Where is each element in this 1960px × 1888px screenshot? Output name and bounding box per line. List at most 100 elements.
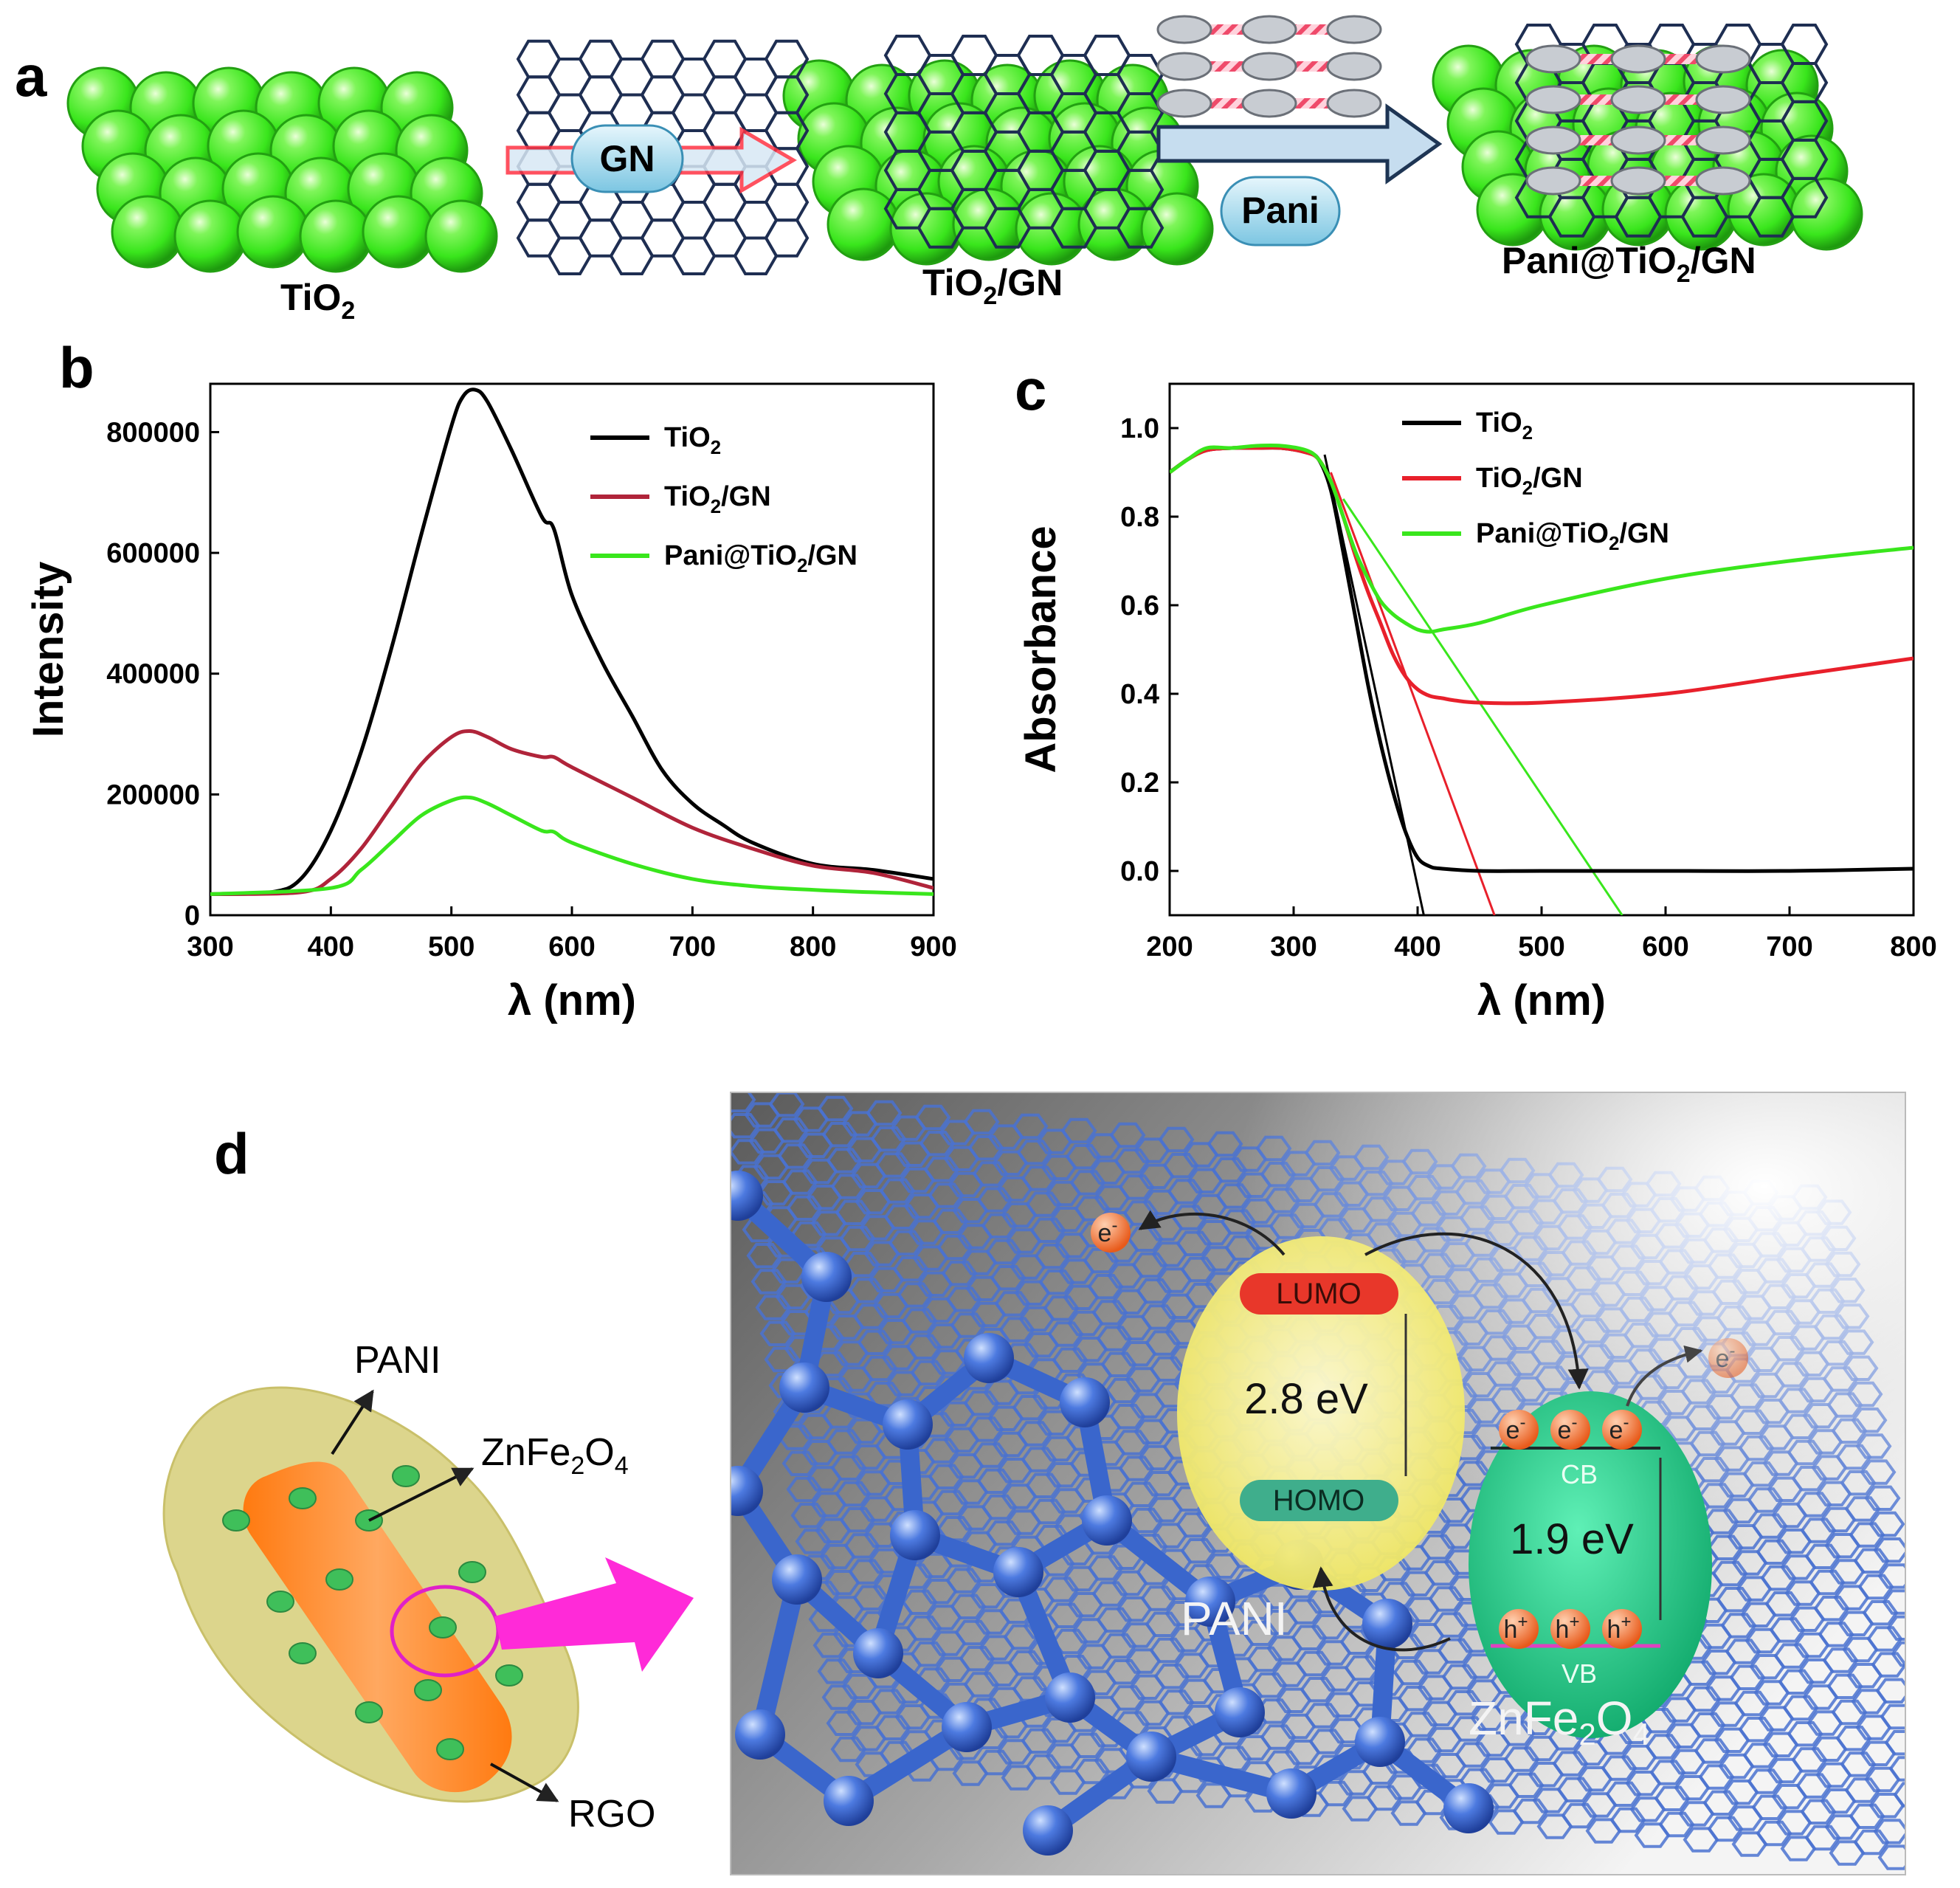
arrow-1: GN xyxy=(505,124,797,194)
panel-c: c 200 300 400 500 600 700 800 0.0 0.2 0.4 0.6 0.8 1.… xyxy=(1015,357,1937,1024)
zoom-arrow xyxy=(494,1557,694,1672)
panel-b-letter: b xyxy=(59,335,94,400)
y-tick-label: 0.4 xyxy=(1120,679,1159,710)
svg-text:e-: e- xyxy=(1558,1413,1578,1444)
label-tio2: TiO2 xyxy=(280,277,355,325)
arrow-1-label: GN xyxy=(600,138,655,179)
plot-b-frame xyxy=(209,382,935,917)
tio2-gn-particles xyxy=(782,59,1214,266)
panel-c-letter: c xyxy=(1015,357,1046,422)
composite-schematic: PANI ZnFe2O4 RGO xyxy=(162,1339,694,1836)
tio2-sphere xyxy=(173,199,247,273)
series-line-tio2-gn xyxy=(1170,446,1914,706)
panel-d: d PANI ZnFe2O4 RGO xyxy=(162,1092,1906,1875)
hole: h+ xyxy=(1550,1609,1590,1649)
x-tick-label: 500 xyxy=(428,931,475,962)
graphene-on-pani-tio2 xyxy=(1514,24,1829,238)
series-line-tio2-gn xyxy=(210,729,934,896)
tio2-sphere xyxy=(362,195,435,269)
tio2-sphere xyxy=(424,199,498,273)
tangent-line xyxy=(1329,472,1496,915)
homo-label: HOMO xyxy=(1273,1484,1364,1517)
tangent-line xyxy=(1342,498,1623,915)
legend-entry: TiO2 xyxy=(1476,407,1533,444)
panel-b: b 300 400 500 600 700 800 900 0 200000 400000 6000… xyxy=(24,335,957,1024)
plot-c-legend: TiO2 TiO2/GN Pani@TiO2/GN xyxy=(1402,407,1669,554)
legend-entry: Pani@TiO2/GN xyxy=(664,540,858,576)
rgo-rod xyxy=(243,1461,512,1793)
label-rgo: RGO xyxy=(568,1793,655,1836)
arrow-2: Pani xyxy=(1156,15,1443,247)
x-tick-label: 200 xyxy=(1146,931,1193,962)
legend-entry: TiO2/GN xyxy=(664,481,771,517)
tio2-sphere xyxy=(1790,177,1863,251)
x-tick-label: 300 xyxy=(1270,931,1317,962)
y-tick-label: 0 xyxy=(184,900,200,931)
y-tick-label: 0.0 xyxy=(1120,856,1159,887)
graphene-on-tio2 xyxy=(883,35,1164,249)
hole: h+ xyxy=(1602,1609,1642,1649)
tio2-sphere xyxy=(1140,192,1214,266)
tio2-sphere xyxy=(111,195,184,269)
legend-entry: Pani@TiO2/GN xyxy=(1476,518,1669,554)
svg-text:e-: e- xyxy=(1098,1216,1118,1247)
electron: e- xyxy=(1602,1410,1642,1450)
electron: e- xyxy=(1091,1213,1131,1253)
x-tick-label: 800 xyxy=(1890,931,1936,962)
x-tick-label: 600 xyxy=(1642,931,1688,962)
plot-b-ylabel: Intensity xyxy=(24,562,72,738)
plot-c-xlabel: λ (nm) xyxy=(1477,976,1606,1024)
znfe2o4-particles xyxy=(222,1465,523,1760)
tio2-sphere xyxy=(827,187,900,261)
label-znfe2o4: ZnFe2O4 xyxy=(481,1431,629,1480)
tio2-particles xyxy=(66,66,498,273)
plot-b-legend: TiO2 TiO2/GN Pani@TiO2/GN xyxy=(590,422,858,576)
plot-c-series xyxy=(1170,443,1914,915)
cb-label: CB xyxy=(1561,1459,1598,1489)
x-tick-label: 400 xyxy=(308,931,354,962)
svg-text:e-: e- xyxy=(1609,1413,1629,1444)
znfe2o4-gap-value: 1.9 eV xyxy=(1510,1515,1634,1563)
x-tick-label: 600 xyxy=(548,931,595,962)
lumo-bar xyxy=(1240,1273,1398,1315)
plot-c-ticks: 200 300 400 500 600 700 800 0.0 0.2 0.4 0.6 0.8 1.0 xyxy=(1120,413,1937,962)
tio2-sphere xyxy=(299,199,373,273)
x-tick-label: 800 xyxy=(790,931,836,962)
homo-bar xyxy=(1240,1480,1398,1521)
electron: e- xyxy=(1499,1410,1539,1450)
y-tick-label: 400000 xyxy=(106,659,200,690)
label-pani-tio2-gn: Pani@TiO2/GN xyxy=(1502,240,1756,288)
x-tick-label: 900 xyxy=(910,931,956,962)
electron: e- xyxy=(1550,1410,1590,1450)
svg-text:h+: h+ xyxy=(1556,1612,1580,1644)
label-pani: PANI xyxy=(354,1339,441,1382)
series-line-pani-tio2-gn xyxy=(210,795,934,896)
vb-label: VB xyxy=(1562,1658,1597,1689)
plot-b-ticks: 300 400 500 600 700 800 900 0 200000 400000 600000… xyxy=(106,417,957,962)
panel-d-letter: d xyxy=(214,1121,249,1186)
x-tick-label: 300 xyxy=(187,931,233,962)
svg-text:e-: e- xyxy=(1506,1413,1526,1444)
series-line-tio2 xyxy=(1170,446,1914,873)
znfe2o4-ellipse xyxy=(1469,1391,1712,1738)
y-tick-label: 0.6 xyxy=(1120,590,1159,621)
pani-gap-value: 2.8 eV xyxy=(1244,1375,1368,1423)
charge-carriers: e-e-e-h+ h+ h+ e-e- xyxy=(1091,1213,1748,1649)
band-diagram: LUMO HOMO 2.8 eV CB 1.9 eV VB e-e-e-h+ h+… xyxy=(1091,1210,1748,1751)
y-tick-label: 0.2 xyxy=(1120,768,1159,799)
y-tick-label: 600000 xyxy=(106,538,200,569)
panel-a-letter: a xyxy=(15,44,47,108)
panel-a: a GN Pani TiO2 TiO2/GN Pani@TiO2/GN xyxy=(15,15,1863,325)
x-tick-label: 400 xyxy=(1394,931,1440,962)
y-tick-label: 1.0 xyxy=(1120,413,1159,444)
x-tick-label: 700 xyxy=(669,931,716,962)
arrow-2-label: Pani xyxy=(1241,190,1319,231)
label-tio2-gn: TiO2/GN xyxy=(922,262,1063,310)
plot-c-ylabel: Absorbance xyxy=(1017,526,1065,773)
plot-b-series xyxy=(210,387,934,896)
y-tick-label: 0.8 xyxy=(1120,502,1159,533)
svg-text:h+: h+ xyxy=(1607,1612,1632,1644)
hole: h+ xyxy=(1499,1609,1539,1649)
x-tick-label: 500 xyxy=(1518,931,1564,962)
